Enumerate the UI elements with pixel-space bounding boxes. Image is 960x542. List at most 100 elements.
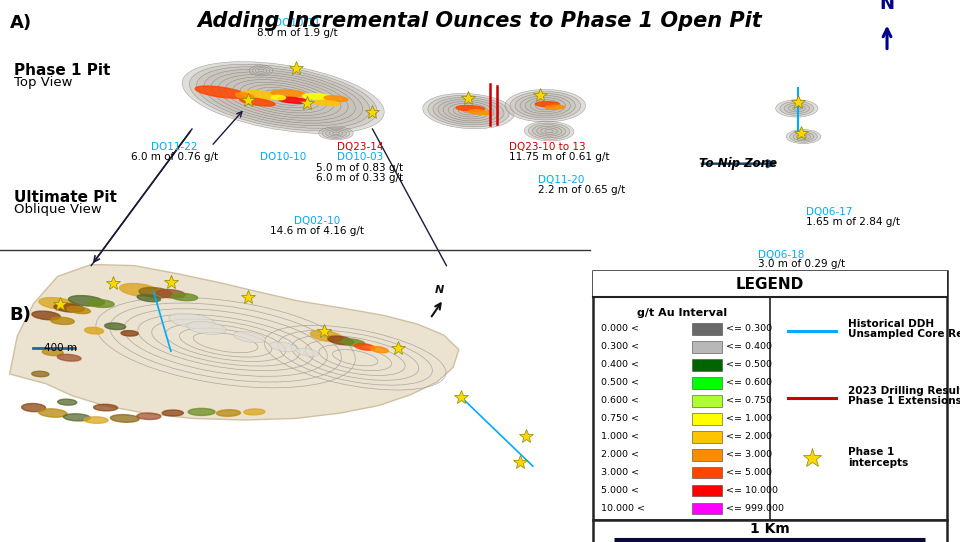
Bar <box>593 520 947 542</box>
Ellipse shape <box>171 293 198 301</box>
Ellipse shape <box>272 90 304 96</box>
Ellipse shape <box>84 417 108 423</box>
Text: 400 m: 400 m <box>44 343 77 353</box>
Text: 1 Km: 1 Km <box>750 522 790 536</box>
Ellipse shape <box>456 106 485 111</box>
Text: <= 10.000: <= 10.000 <box>726 486 778 495</box>
Ellipse shape <box>32 371 49 377</box>
Ellipse shape <box>218 74 348 121</box>
Ellipse shape <box>261 90 305 105</box>
Text: DQ06-18: DQ06-18 <box>758 250 804 260</box>
Ellipse shape <box>240 98 275 106</box>
Ellipse shape <box>255 68 267 73</box>
Text: 0.000 <: 0.000 < <box>601 324 639 333</box>
Text: 5.0 m of 0.83 g/t: 5.0 m of 0.83 g/t <box>317 163 403 173</box>
Text: Historical DDH: Historical DDH <box>848 319 934 329</box>
Text: 8.0 m of 1.9 g/t: 8.0 m of 1.9 g/t <box>257 28 338 37</box>
Ellipse shape <box>189 64 377 131</box>
Ellipse shape <box>54 304 84 312</box>
Text: Top View: Top View <box>14 76 73 89</box>
Text: 14.6 m of 4.16 g/t: 14.6 m of 4.16 g/t <box>270 227 364 236</box>
Ellipse shape <box>63 414 90 421</box>
Ellipse shape <box>342 339 365 346</box>
Text: DQ06-17: DQ06-17 <box>806 208 852 217</box>
Text: DO10-11: DO10-11 <box>275 18 321 28</box>
Ellipse shape <box>226 77 341 118</box>
Ellipse shape <box>217 410 240 416</box>
Ellipse shape <box>325 130 347 137</box>
Ellipse shape <box>276 95 291 100</box>
Text: <= 999.000: <= 999.000 <box>726 504 784 513</box>
Ellipse shape <box>254 87 312 108</box>
Ellipse shape <box>332 132 340 134</box>
Ellipse shape <box>137 413 160 420</box>
Bar <box>593 271 947 297</box>
Ellipse shape <box>800 135 807 138</box>
Ellipse shape <box>110 415 139 422</box>
Ellipse shape <box>323 128 349 139</box>
Ellipse shape <box>464 109 473 113</box>
Text: 10.000 <: 10.000 < <box>601 504 645 513</box>
Bar <box>692 359 722 371</box>
Text: N: N <box>879 0 895 13</box>
Text: <= 3.000: <= 3.000 <box>726 450 772 459</box>
Ellipse shape <box>247 85 320 111</box>
Ellipse shape <box>786 130 821 144</box>
Ellipse shape <box>38 409 67 417</box>
Text: Ultimate Pit: Ultimate Pit <box>14 190 117 205</box>
Text: 2023 Drilling Results: 2023 Drilling Results <box>848 386 960 396</box>
Text: DQ23-14: DQ23-14 <box>337 143 383 152</box>
Ellipse shape <box>296 348 319 357</box>
Text: 11.75 m of 0.61 g/t: 11.75 m of 0.61 g/t <box>509 152 610 162</box>
Text: <= 0.400: <= 0.400 <box>726 342 772 351</box>
Ellipse shape <box>162 410 183 416</box>
Ellipse shape <box>458 107 479 115</box>
Ellipse shape <box>328 336 353 345</box>
Bar <box>692 413 722 424</box>
Text: DQ11-20: DQ11-20 <box>538 175 584 185</box>
Ellipse shape <box>58 354 81 361</box>
Ellipse shape <box>776 100 818 117</box>
Ellipse shape <box>94 404 117 411</box>
Text: <= 5.000: <= 5.000 <box>726 468 772 477</box>
Ellipse shape <box>211 72 355 123</box>
Text: DO10-10: DO10-10 <box>260 152 306 162</box>
Ellipse shape <box>187 321 226 334</box>
Ellipse shape <box>533 125 565 138</box>
Text: 3.0 m of 0.29 g/t: 3.0 m of 0.29 g/t <box>758 260 846 269</box>
Ellipse shape <box>780 101 814 115</box>
Text: 6.0 m of 0.33 g/t: 6.0 m of 0.33 g/t <box>317 173 403 183</box>
Text: 2.2 m of 0.65 g/t: 2.2 m of 0.65 g/t <box>538 185 625 195</box>
Ellipse shape <box>258 69 264 72</box>
Ellipse shape <box>310 331 343 341</box>
Text: 0.600 <: 0.600 < <box>601 396 639 405</box>
Ellipse shape <box>324 96 348 101</box>
Ellipse shape <box>105 323 126 330</box>
Ellipse shape <box>510 92 581 120</box>
Ellipse shape <box>240 91 278 99</box>
Bar <box>692 467 722 479</box>
Text: Phase 1 Extensions: Phase 1 Extensions <box>848 396 960 406</box>
Ellipse shape <box>32 311 60 320</box>
Ellipse shape <box>515 93 575 118</box>
Bar <box>692 431 722 442</box>
Ellipse shape <box>197 67 370 128</box>
Ellipse shape <box>784 103 809 114</box>
Ellipse shape <box>788 105 805 112</box>
Ellipse shape <box>195 86 247 98</box>
Ellipse shape <box>530 100 561 112</box>
Text: Phase 1 Pit: Phase 1 Pit <box>14 63 110 78</box>
Bar <box>692 395 722 406</box>
Ellipse shape <box>182 62 384 133</box>
Text: <= 0.600: <= 0.600 <box>726 378 772 387</box>
Ellipse shape <box>540 104 550 108</box>
Ellipse shape <box>232 80 334 115</box>
Ellipse shape <box>240 82 326 113</box>
Ellipse shape <box>524 121 574 141</box>
Bar <box>692 377 722 389</box>
Ellipse shape <box>525 98 565 114</box>
Ellipse shape <box>438 99 499 123</box>
Ellipse shape <box>87 300 114 307</box>
Ellipse shape <box>540 128 558 134</box>
Ellipse shape <box>793 107 801 110</box>
